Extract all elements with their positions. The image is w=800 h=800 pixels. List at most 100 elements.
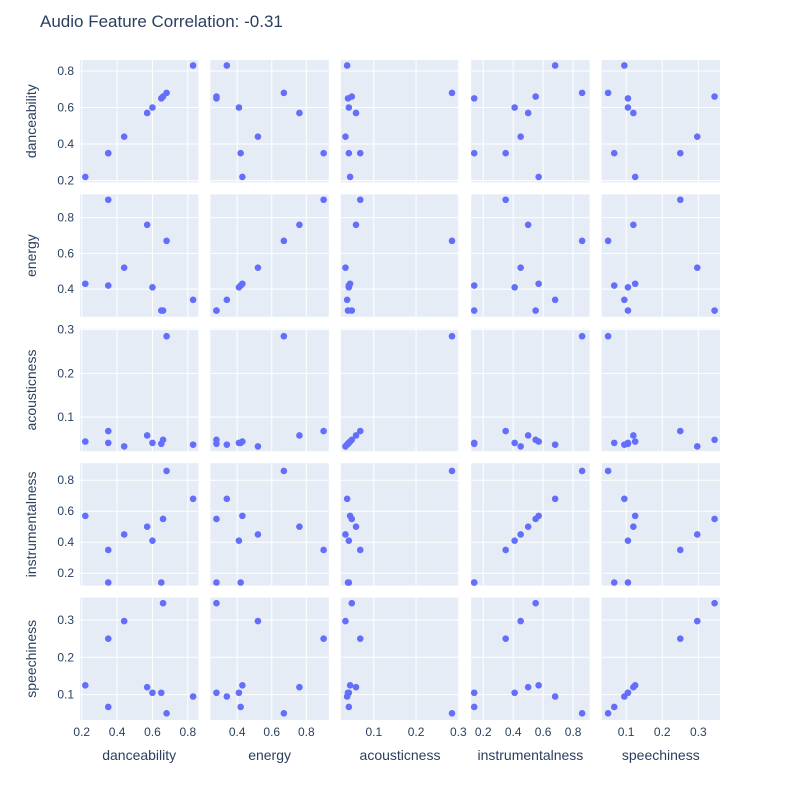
data-point bbox=[352, 109, 360, 117]
data-point bbox=[604, 237, 612, 245]
data-point bbox=[621, 693, 628, 700]
subplot-bg-danceability-vs-acousticness bbox=[340, 60, 460, 183]
data-point bbox=[624, 284, 632, 291]
data-point bbox=[223, 441, 231, 448]
y-tick-label: 0.2 bbox=[57, 650, 74, 664]
data-point bbox=[280, 89, 288, 97]
data-point bbox=[352, 221, 360, 229]
data-point bbox=[235, 104, 243, 111]
data-point bbox=[342, 617, 349, 625]
data-point bbox=[104, 196, 112, 204]
data-point bbox=[237, 579, 244, 586]
subplot-bg-acousticness-vs-speechiness bbox=[601, 328, 720, 452]
data-point bbox=[345, 703, 353, 711]
y-tick-label: 0.6 bbox=[57, 100, 74, 114]
data-point bbox=[163, 237, 170, 245]
data-point bbox=[143, 221, 151, 229]
data-point bbox=[213, 307, 220, 314]
data-point bbox=[524, 523, 532, 531]
data-point bbox=[535, 280, 542, 288]
data-point bbox=[104, 149, 112, 157]
data-point bbox=[345, 104, 353, 111]
data-point bbox=[159, 515, 167, 523]
data-point bbox=[348, 93, 356, 100]
subplot-bg-speechiness-vs-instrumentalness bbox=[471, 597, 590, 720]
subplot-bg-energy-vs-energy bbox=[210, 194, 329, 317]
data-point bbox=[631, 280, 639, 288]
data-point bbox=[342, 264, 349, 271]
subplot-bg-speechiness-vs-speechiness bbox=[601, 597, 720, 720]
data-point bbox=[693, 617, 701, 625]
data-point bbox=[578, 332, 586, 340]
subplot-bg-energy-vs-danceability bbox=[80, 194, 199, 317]
subplot-bg-acousticness-vs-danceability bbox=[80, 328, 199, 452]
data-point bbox=[532, 599, 539, 607]
data-point bbox=[82, 173, 89, 181]
data-point bbox=[448, 237, 456, 245]
x-tick-label: 0.6 bbox=[263, 725, 280, 739]
data-point bbox=[532, 307, 539, 314]
data-point bbox=[159, 599, 167, 607]
data-point bbox=[470, 149, 478, 157]
data-point bbox=[343, 296, 351, 304]
data-point bbox=[320, 196, 327, 204]
data-point bbox=[610, 282, 618, 289]
x-tick-label: 0.3 bbox=[690, 725, 707, 739]
data-point bbox=[296, 221, 303, 229]
y-tick-label: 0.6 bbox=[57, 504, 74, 518]
data-point bbox=[189, 296, 197, 304]
data-point bbox=[342, 133, 349, 141]
x-tick-label: 0.4 bbox=[505, 725, 522, 739]
y-axis-title: energy bbox=[23, 234, 39, 277]
data-point bbox=[343, 495, 351, 503]
data-point bbox=[630, 109, 637, 117]
data-point bbox=[254, 133, 262, 141]
data-point bbox=[342, 531, 349, 538]
data-point bbox=[532, 515, 539, 523]
data-point bbox=[237, 703, 244, 711]
data-point bbox=[348, 515, 356, 523]
data-point bbox=[163, 332, 170, 340]
data-point bbox=[352, 523, 360, 531]
data-point bbox=[223, 495, 231, 503]
data-point bbox=[235, 439, 243, 447]
data-point bbox=[711, 436, 718, 444]
data-point bbox=[254, 531, 262, 538]
y-tick-label: 0.1 bbox=[57, 410, 74, 424]
data-point bbox=[352, 683, 360, 691]
data-point bbox=[189, 441, 197, 448]
data-point bbox=[630, 683, 637, 691]
data-point bbox=[535, 681, 542, 689]
data-point bbox=[502, 149, 509, 157]
data-point bbox=[470, 95, 478, 102]
data-point bbox=[235, 537, 243, 544]
data-point bbox=[157, 689, 165, 697]
y-tick-label: 0.4 bbox=[57, 282, 74, 296]
data-point bbox=[676, 427, 684, 435]
data-point bbox=[524, 432, 532, 439]
data-point bbox=[676, 196, 684, 204]
data-point bbox=[348, 599, 356, 607]
data-point bbox=[356, 635, 364, 642]
subplot-bg-speechiness-vs-energy bbox=[210, 597, 329, 720]
data-point bbox=[621, 62, 628, 69]
data-point bbox=[120, 443, 128, 450]
data-point bbox=[159, 307, 167, 314]
data-point bbox=[604, 332, 612, 340]
x-tick-label: 0.4 bbox=[109, 725, 126, 739]
subplot-bg-energy-vs-acousticness bbox=[340, 194, 460, 317]
subplot-bg-danceability-vs-instrumentalness bbox=[471, 60, 590, 183]
y-axis-title: acousticness bbox=[23, 350, 39, 431]
data-point bbox=[189, 62, 197, 69]
y-tick-label: 0.4 bbox=[57, 535, 74, 549]
data-point bbox=[344, 579, 352, 586]
data-point bbox=[189, 693, 197, 700]
data-point bbox=[502, 546, 509, 554]
data-point bbox=[511, 284, 518, 291]
data-point bbox=[104, 635, 112, 642]
data-point bbox=[223, 296, 231, 304]
data-point bbox=[470, 689, 478, 697]
data-point bbox=[82, 681, 89, 689]
data-point bbox=[448, 89, 456, 97]
